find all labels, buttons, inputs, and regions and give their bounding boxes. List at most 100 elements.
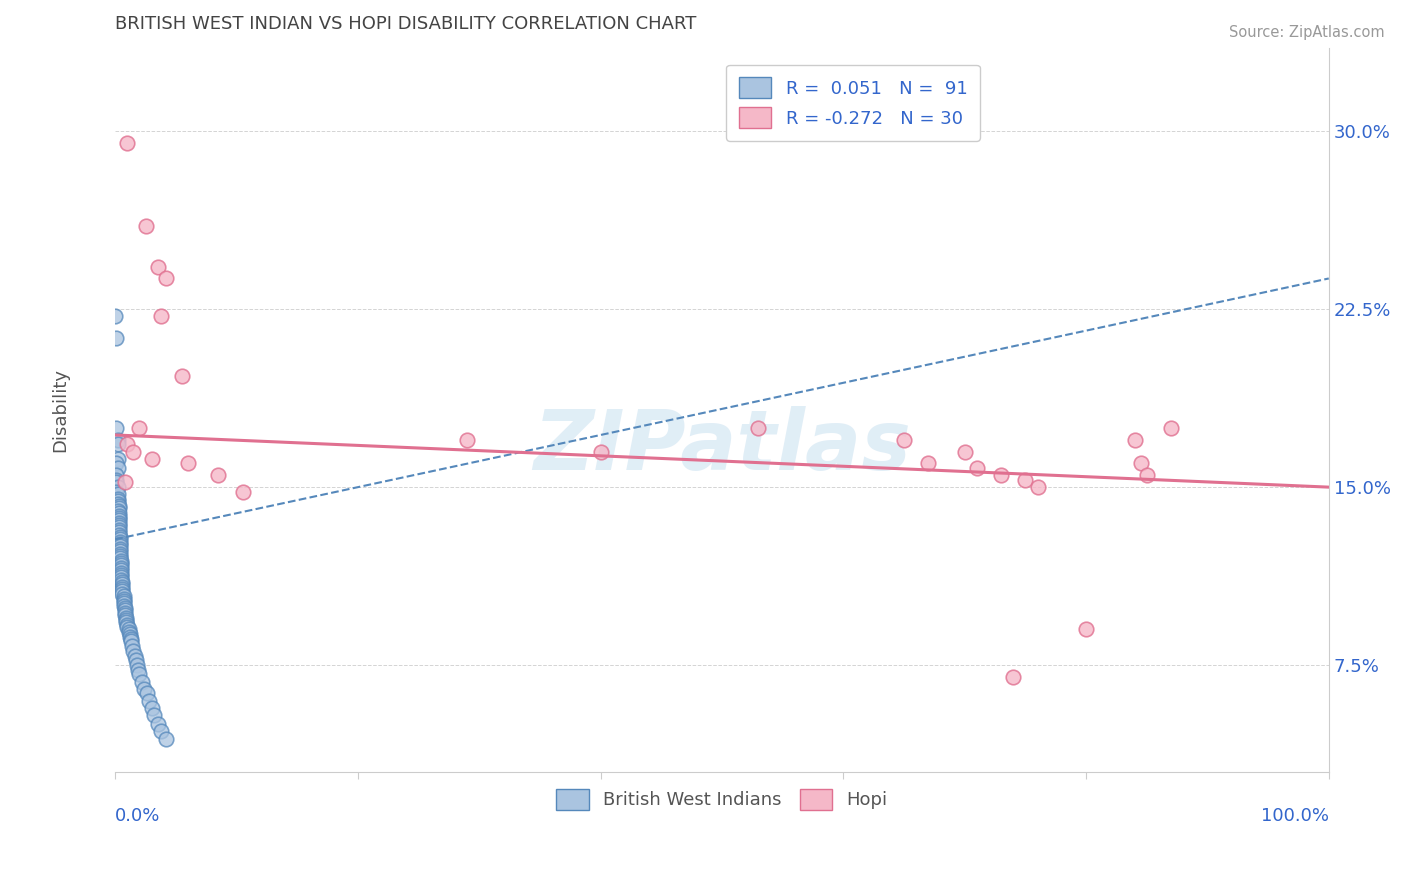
Point bbox=[111, 584, 134, 599]
Point bbox=[141, 451, 163, 466]
Point bbox=[108, 525, 131, 540]
Point bbox=[1002, 670, 1025, 684]
Point bbox=[110, 558, 132, 573]
Text: 100.0%: 100.0% bbox=[1261, 807, 1329, 825]
Point bbox=[990, 468, 1012, 483]
Point bbox=[112, 596, 135, 610]
Point bbox=[110, 554, 132, 568]
Point bbox=[104, 310, 127, 324]
Point bbox=[1074, 623, 1097, 637]
Point bbox=[105, 421, 128, 435]
Point bbox=[111, 580, 134, 594]
Point bbox=[108, 511, 131, 525]
Point bbox=[105, 468, 128, 483]
Point bbox=[108, 527, 131, 541]
Point bbox=[112, 589, 135, 603]
Point bbox=[155, 271, 177, 285]
Point bbox=[1129, 457, 1152, 471]
Point bbox=[108, 508, 131, 523]
Point bbox=[112, 591, 135, 606]
Point bbox=[114, 608, 136, 623]
Point bbox=[115, 610, 138, 624]
Point bbox=[143, 707, 166, 722]
Point bbox=[115, 613, 138, 627]
Point bbox=[108, 551, 131, 566]
Point bbox=[150, 310, 173, 324]
Point bbox=[110, 567, 132, 582]
Point bbox=[1136, 468, 1159, 483]
Point bbox=[456, 433, 478, 447]
Point bbox=[1014, 473, 1036, 487]
Point bbox=[108, 520, 131, 534]
Point bbox=[893, 433, 915, 447]
Point bbox=[105, 473, 128, 487]
Point bbox=[108, 534, 131, 549]
Point bbox=[107, 504, 129, 518]
Point bbox=[107, 433, 129, 447]
Point bbox=[117, 617, 139, 632]
Point bbox=[107, 480, 129, 494]
Point bbox=[107, 494, 129, 508]
Point bbox=[117, 437, 139, 451]
Point bbox=[114, 603, 136, 617]
Point bbox=[110, 561, 132, 575]
Point bbox=[120, 632, 142, 646]
Point bbox=[141, 700, 163, 714]
Point bbox=[138, 693, 160, 707]
Point bbox=[111, 574, 134, 589]
Point bbox=[117, 623, 139, 637]
Point bbox=[124, 648, 146, 663]
Point bbox=[108, 541, 131, 556]
Point bbox=[105, 475, 128, 490]
Text: Source: ZipAtlas.com: Source: ZipAtlas.com bbox=[1229, 25, 1385, 40]
Point bbox=[128, 421, 150, 435]
Point bbox=[107, 437, 129, 451]
Point bbox=[118, 630, 141, 644]
Point bbox=[128, 667, 150, 681]
Point bbox=[111, 582, 134, 596]
Point bbox=[747, 421, 769, 435]
Point bbox=[108, 547, 131, 561]
Point bbox=[114, 606, 136, 620]
Point bbox=[108, 544, 131, 558]
Point bbox=[146, 260, 169, 274]
Point bbox=[232, 484, 254, 499]
Point bbox=[966, 461, 988, 475]
Point bbox=[110, 556, 132, 570]
Point bbox=[107, 497, 129, 511]
Point bbox=[118, 627, 141, 641]
Point bbox=[108, 533, 131, 547]
Legend: British West Indians, Hopi: British West Indians, Hopi bbox=[548, 781, 896, 817]
Point bbox=[108, 518, 131, 533]
Point bbox=[1026, 480, 1049, 494]
Point bbox=[135, 219, 157, 234]
Point bbox=[105, 331, 128, 345]
Point bbox=[120, 634, 142, 648]
Point bbox=[108, 537, 131, 551]
Point bbox=[108, 506, 131, 520]
Point bbox=[117, 620, 139, 634]
Point bbox=[146, 717, 169, 731]
Point bbox=[111, 577, 134, 591]
Point bbox=[105, 484, 128, 499]
Point bbox=[107, 451, 129, 466]
Point bbox=[110, 566, 132, 580]
Point bbox=[135, 686, 157, 700]
Point bbox=[207, 468, 229, 483]
Point bbox=[108, 549, 131, 563]
Point bbox=[108, 523, 131, 537]
Point bbox=[110, 563, 132, 577]
Point bbox=[108, 530, 131, 544]
Point bbox=[1123, 433, 1146, 447]
Point bbox=[122, 444, 145, 458]
Point bbox=[108, 516, 131, 530]
Text: ZIPatlas: ZIPatlas bbox=[533, 406, 911, 487]
Point bbox=[111, 587, 134, 601]
Point bbox=[112, 599, 135, 613]
Point bbox=[131, 674, 153, 689]
Point bbox=[117, 624, 139, 639]
Point bbox=[112, 594, 135, 608]
Point bbox=[115, 615, 138, 630]
Point bbox=[114, 475, 136, 490]
Text: BRITISH WEST INDIAN VS HOPI DISABILITY CORRELATION CHART: BRITISH WEST INDIAN VS HOPI DISABILITY C… bbox=[115, 15, 696, 33]
